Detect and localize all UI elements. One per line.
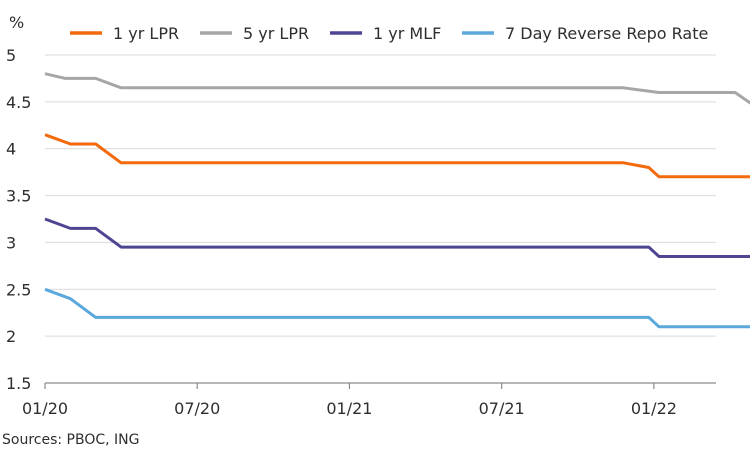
series-line-3 bbox=[44, 217, 750, 258]
legend-label: 1 yr LPR bbox=[113, 24, 179, 43]
y-tick-label: 1.5 bbox=[6, 374, 31, 393]
x-tick-label: 01/22 bbox=[631, 399, 677, 418]
y-tick-label: 2 bbox=[6, 327, 16, 346]
series-line-4 bbox=[44, 287, 750, 329]
legend-label: 5 yr LPR bbox=[243, 24, 309, 43]
y-tick-label: 2.5 bbox=[6, 280, 31, 299]
source-note: Sources: PBOC, ING bbox=[2, 432, 140, 448]
y-tick-labels: 1.5 2 2.5 3 3.5 4 4.5 5 bbox=[6, 46, 31, 393]
y-tick-label: 3.5 bbox=[6, 187, 31, 206]
x-tick-labels: 01/2007/2001/2107/2101/2207/2201/2307/23… bbox=[22, 399, 677, 418]
y-axis-unit-label: % bbox=[9, 13, 24, 32]
series-line-2 bbox=[44, 72, 750, 105]
series-lines bbox=[44, 72, 750, 329]
x-tick-label: 01/21 bbox=[326, 399, 372, 418]
y-tick-label: 4 bbox=[6, 140, 16, 159]
series-line-1 bbox=[44, 133, 750, 179]
grid-lines bbox=[45, 54, 716, 337]
legend: 1 yr LPR 5 yr LPR 1 yr MLF 7 Day Reverse Re… bbox=[70, 24, 708, 43]
x-tick-label: 07/20 bbox=[174, 399, 220, 418]
y-tick-label: 3 bbox=[6, 233, 16, 252]
x-tick-label: 07/21 bbox=[479, 399, 525, 418]
y-tick-label: 5 bbox=[6, 46, 16, 65]
legend-label: 1 yr MLF bbox=[373, 24, 441, 43]
x-tick-label: 01/20 bbox=[22, 399, 68, 418]
y-tick-label: 4.5 bbox=[6, 93, 31, 112]
x-axis bbox=[44, 382, 716, 389]
legend-label: 7 Day Reverse Repo Rate bbox=[505, 24, 708, 43]
